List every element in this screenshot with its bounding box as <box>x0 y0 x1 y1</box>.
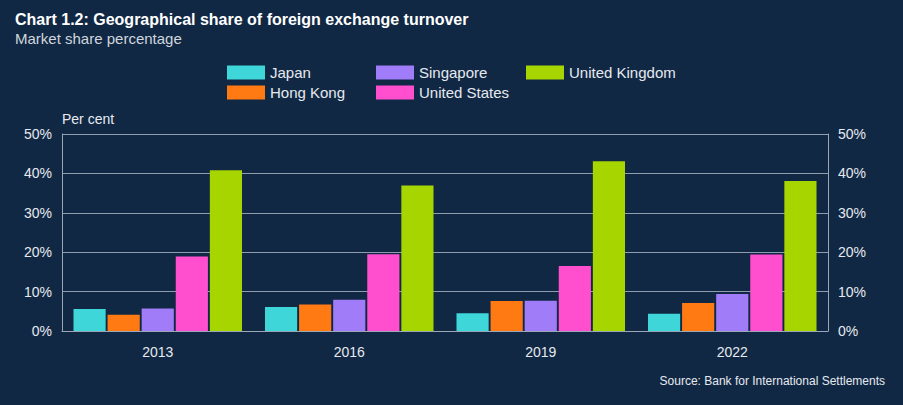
svg-text:Per cent: Per cent <box>62 111 114 127</box>
svg-text:2022: 2022 <box>717 344 748 360</box>
svg-text:United Kingdom: United Kingdom <box>569 64 676 81</box>
svg-text:2019: 2019 <box>525 344 556 360</box>
svg-text:50%: 50% <box>838 126 866 142</box>
svg-text:30%: 30% <box>24 205 52 221</box>
svg-text:0%: 0% <box>32 323 52 339</box>
svg-text:United States: United States <box>419 84 509 101</box>
svg-text:Japan: Japan <box>270 64 311 81</box>
svg-text:30%: 30% <box>838 205 866 221</box>
svg-text:10%: 10% <box>838 284 866 300</box>
svg-text:10%: 10% <box>24 284 52 300</box>
svg-text:Chart 1.2: Geographical share: Chart 1.2: Geographical share of foreign… <box>15 11 468 28</box>
svg-text:40%: 40% <box>838 165 866 181</box>
svg-text:Singapore: Singapore <box>419 64 487 81</box>
svg-text:20%: 20% <box>838 244 866 260</box>
svg-text:Hong Kong: Hong Kong <box>270 84 345 101</box>
svg-text:0%: 0% <box>838 323 858 339</box>
svg-text:50%: 50% <box>24 126 52 142</box>
svg-text:Market share percentage: Market share percentage <box>15 30 182 47</box>
svg-text:2013: 2013 <box>142 344 173 360</box>
svg-text:20%: 20% <box>24 244 52 260</box>
svg-text:40%: 40% <box>24 165 52 181</box>
svg-text:2016: 2016 <box>334 344 365 360</box>
svg-text:Source: Bank for International: Source: Bank for International Settlemen… <box>660 374 885 388</box>
